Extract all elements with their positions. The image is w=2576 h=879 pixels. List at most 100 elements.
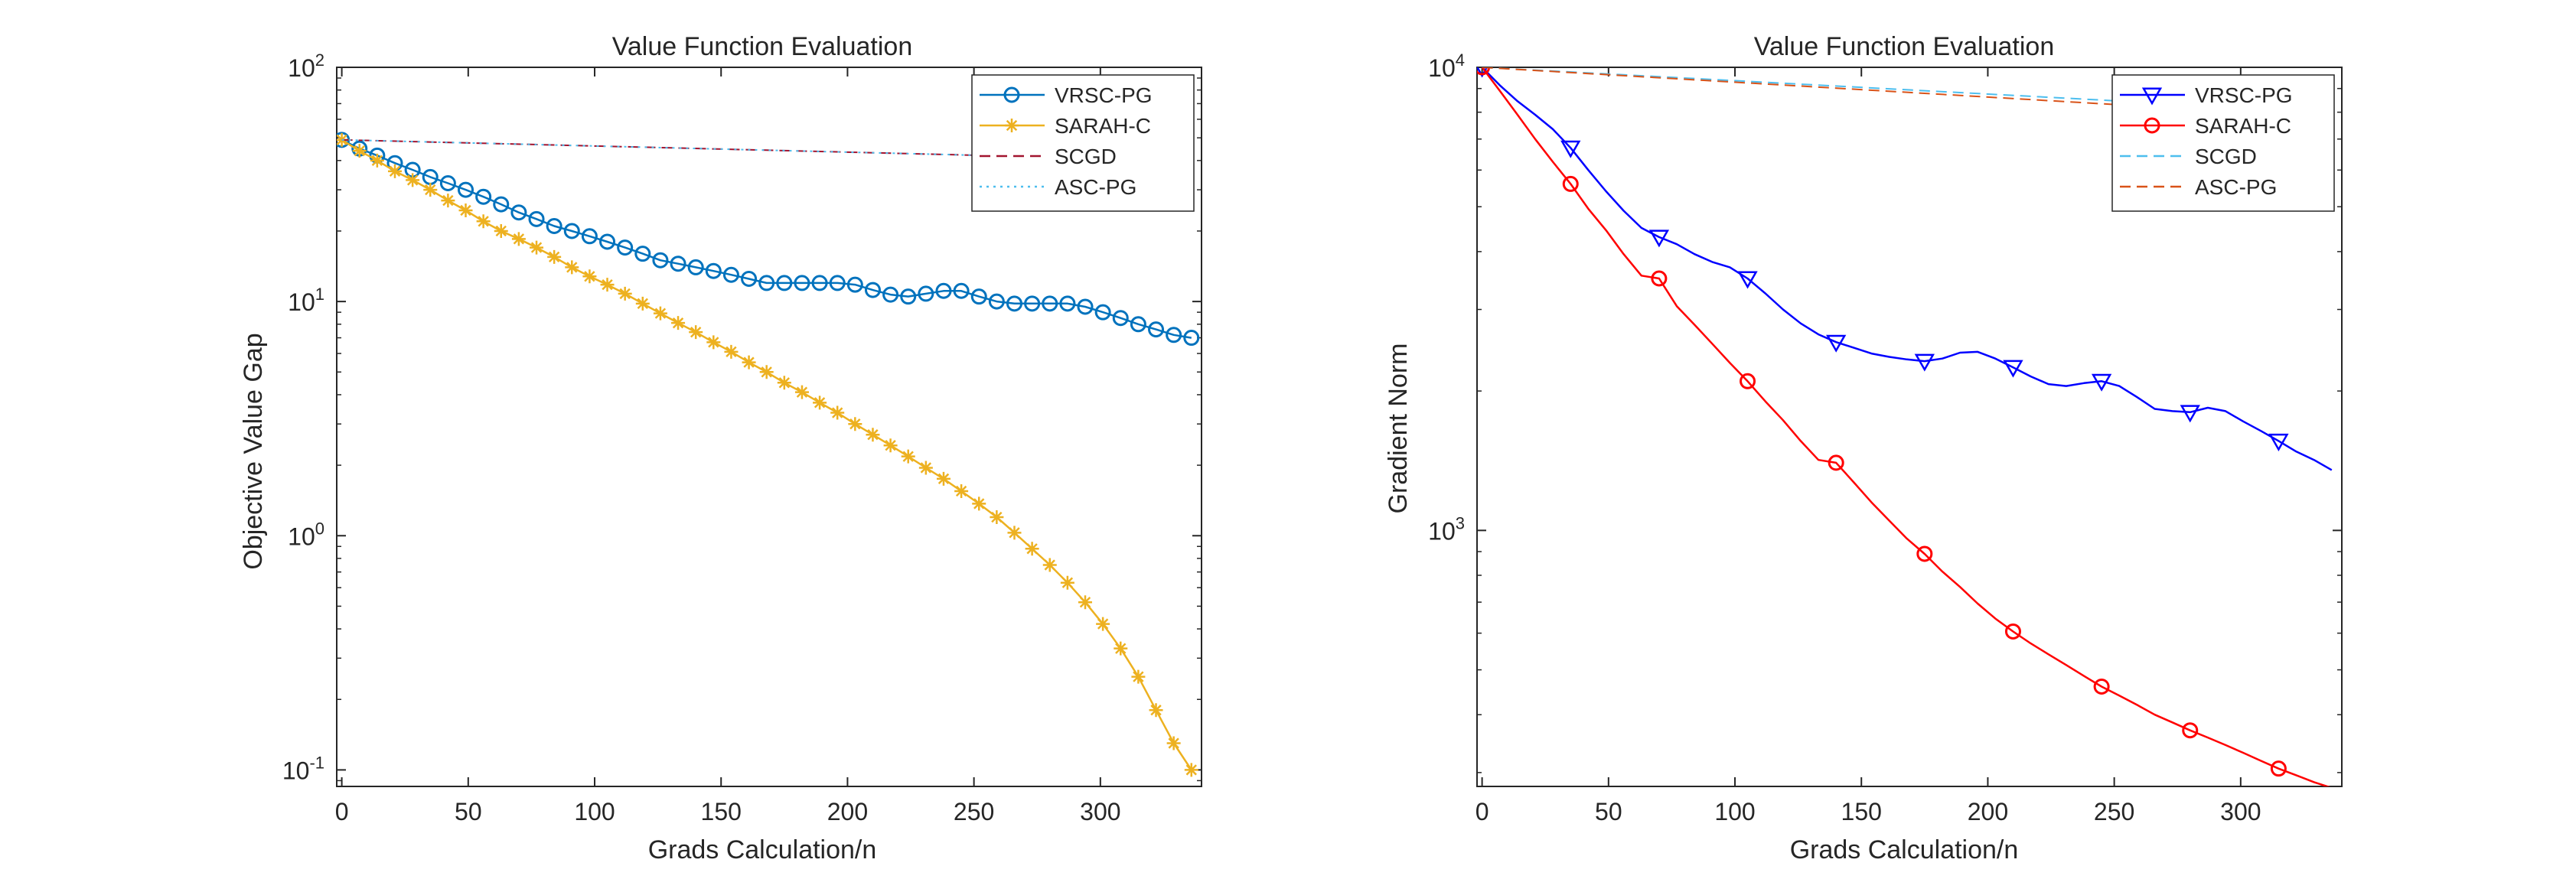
data-point	[528, 210, 545, 227]
data-point	[618, 286, 632, 301]
data-point	[1166, 736, 1181, 750]
data-point	[689, 325, 703, 340]
data-point	[370, 153, 384, 168]
data-point	[2091, 373, 2112, 392]
legend-label: VRSC-PG	[1055, 83, 1153, 107]
data-point	[441, 194, 455, 208]
legend-marker	[2144, 117, 2160, 134]
data-point	[458, 203, 473, 217]
data-point	[1651, 270, 1668, 287]
data-point	[1562, 175, 1579, 192]
x-tick-label: 150	[1841, 798, 1882, 825]
y-axis-label: Objective Value Gap	[239, 333, 268, 569]
data-point	[2182, 722, 2199, 739]
series-line	[1481, 67, 2330, 786]
data-point	[1059, 295, 1076, 312]
data-point	[1183, 330, 1200, 347]
data-point	[563, 223, 580, 239]
x-tick-label: 100	[574, 798, 615, 825]
series-line	[1481, 67, 2333, 471]
data-point	[864, 282, 881, 298]
chart-objective-value-gap: Value Function Evaluation 0 50 100 150 200 25…	[239, 32, 1202, 864]
data-point	[2268, 433, 2289, 451]
data-point	[406, 173, 420, 187]
data-point	[846, 276, 863, 293]
data-point	[1077, 298, 1094, 315]
data-point	[1114, 641, 1128, 656]
data-point	[2180, 405, 2200, 423]
data-point	[811, 275, 828, 291]
data-point	[724, 344, 739, 359]
data-point	[687, 259, 704, 275]
legend-marker	[1005, 119, 1019, 132]
data-point	[830, 405, 845, 420]
data-point	[652, 252, 669, 269]
x-tick-label: 50	[1595, 798, 1622, 825]
data-point	[1060, 575, 1074, 590]
data-point	[1477, 67, 1489, 78]
data-point	[776, 275, 793, 291]
y-tick-label: 10-1	[282, 753, 324, 784]
legend-marker	[2141, 87, 2163, 106]
data-point	[883, 438, 898, 453]
data-point	[510, 204, 527, 221]
data-point	[1916, 545, 1933, 562]
data-point	[1112, 310, 1129, 327]
legend-marker	[1003, 86, 1020, 103]
data-point	[1166, 327, 1182, 343]
legend-label: ASC-PG	[1055, 175, 1136, 199]
data-point	[599, 233, 616, 250]
data-point	[918, 461, 933, 475]
series-group	[337, 132, 1200, 777]
y-tick-label: 104	[1428, 50, 1465, 82]
data-point	[848, 417, 862, 431]
x-axis-label: Grads Calculation/n	[1790, 835, 2019, 864]
data-point	[742, 355, 756, 370]
x-axis-label: Grads Calculation/n	[648, 835, 877, 864]
y-tick-label: 103	[1428, 513, 1465, 545]
data-point	[439, 174, 456, 191]
data-point	[1078, 595, 1093, 610]
data-point	[1042, 558, 1057, 572]
data-point	[1131, 669, 1146, 684]
data-point	[475, 188, 492, 205]
data-point	[2004, 623, 2021, 640]
data-point	[777, 376, 791, 390]
data-point	[2003, 360, 2023, 378]
data-point	[582, 269, 597, 284]
data-point	[671, 316, 686, 330]
x-tick-label: 150	[701, 798, 742, 825]
data-point	[706, 335, 721, 350]
data-point	[1149, 703, 1163, 718]
data-point	[2093, 678, 2110, 695]
data-point	[722, 266, 739, 283]
data-point	[741, 270, 758, 287]
data-point	[1007, 526, 1022, 540]
data-point	[635, 296, 650, 311]
x-tick-label: 200	[827, 798, 868, 825]
data-point	[1560, 140, 1581, 158]
data-point	[493, 196, 510, 213]
chart-title: Value Function Evaluation	[1754, 32, 2055, 61]
data-point	[352, 144, 367, 158]
data-point	[794, 275, 810, 291]
data-point	[581, 228, 598, 245]
x-tick-label: 50	[455, 798, 482, 825]
data-point	[705, 262, 722, 279]
data-point	[1096, 617, 1110, 631]
data-point	[954, 483, 969, 498]
data-point	[970, 288, 987, 305]
x-tick-label: 0	[335, 798, 349, 825]
legend: VRSC-PG SARAH-C SCGD ASC-PG	[971, 74, 1195, 212]
data-point	[866, 428, 880, 442]
data-point	[1130, 316, 1146, 333]
data-point	[476, 214, 491, 229]
legend-label: SCGD	[1055, 145, 1117, 168]
data-point	[882, 286, 899, 303]
data-point	[1006, 295, 1022, 312]
data-point	[901, 449, 915, 464]
data-point	[2270, 760, 2287, 777]
x-tick-label: 250	[954, 798, 994, 825]
data-point	[1148, 321, 1165, 338]
